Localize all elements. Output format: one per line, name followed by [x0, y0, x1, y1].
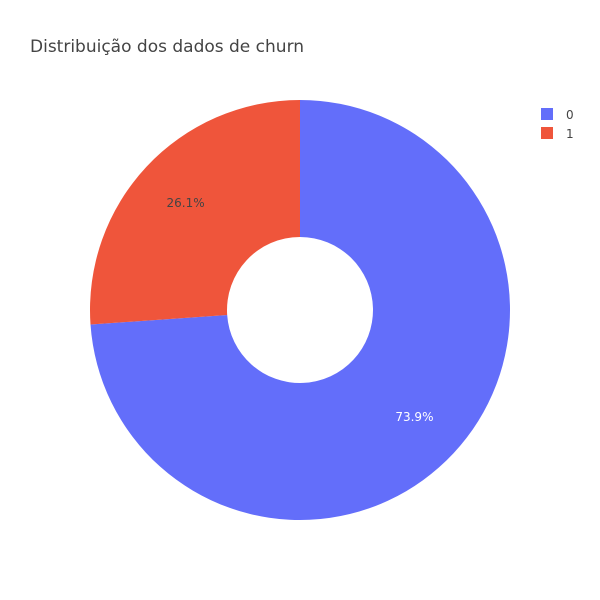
slice-label-0: 73.9% — [395, 410, 433, 424]
legend-label-0: 0 — [566, 108, 574, 122]
slice-label-1: 26.1% — [167, 196, 205, 210]
chart-title: Distribuição dos dados de churn — [30, 37, 304, 57]
donut-slices — [90, 100, 510, 520]
slice-1[interactable] — [90, 100, 300, 325]
legend[interactable]: 0 1 — [541, 108, 574, 141]
legend-swatch-0 — [541, 108, 553, 120]
slice-0[interactable] — [90, 100, 510, 520]
legend-item-0[interactable]: 0 — [541, 108, 574, 122]
legend-swatch-1 — [541, 127, 553, 139]
legend-item-1[interactable]: 1 — [541, 127, 574, 141]
legend-label-1: 1 — [566, 127, 574, 141]
slice-labels: 73.9% 26.1% — [167, 196, 434, 424]
